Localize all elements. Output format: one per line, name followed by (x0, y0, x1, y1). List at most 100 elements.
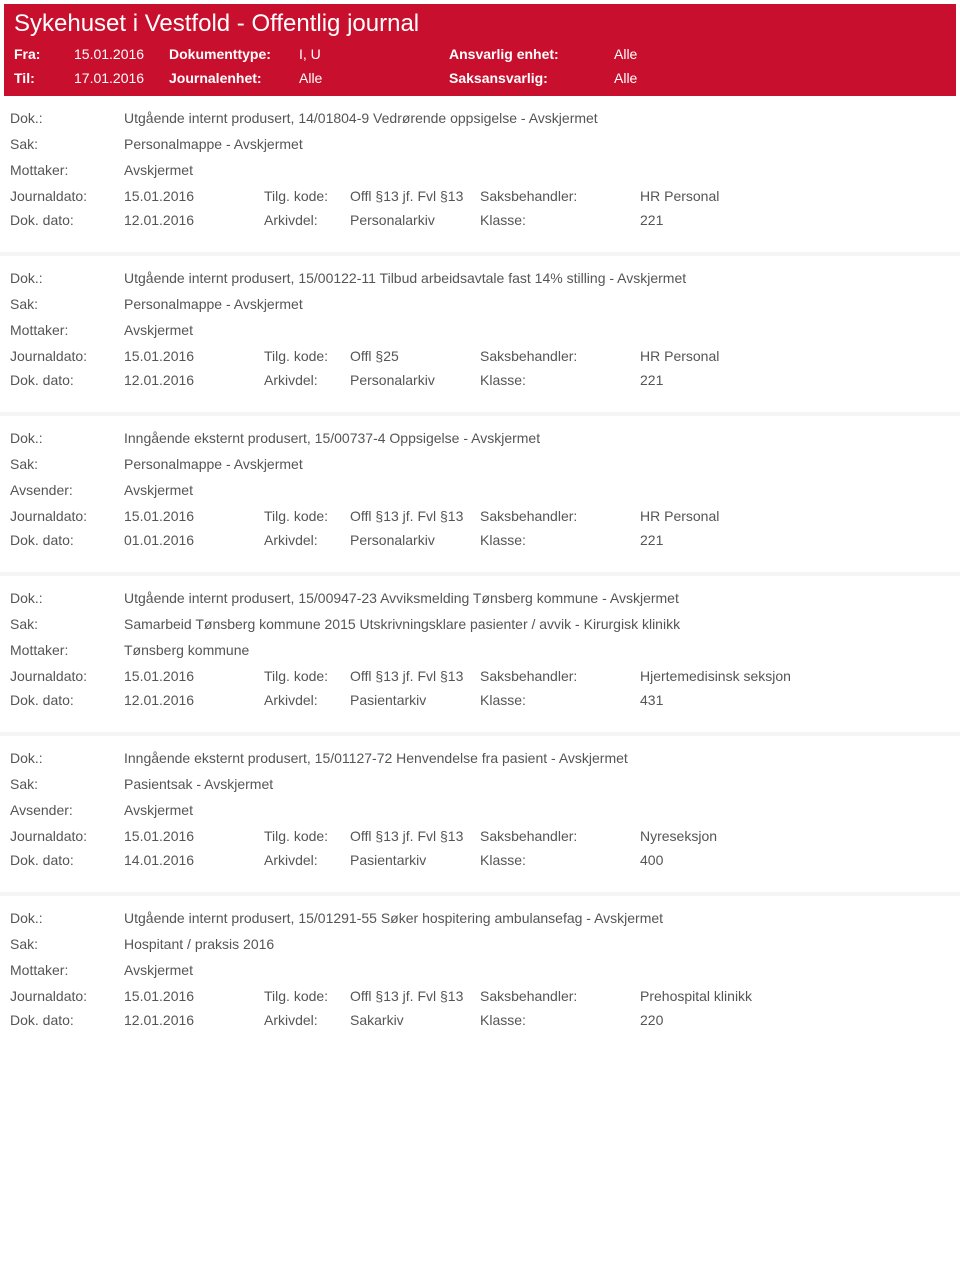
sak-label: Sak: (10, 616, 124, 632)
sak-label: Sak: (10, 776, 124, 792)
klasse-value: 221 (640, 212, 663, 228)
dok-value: Utgående internt produsert, 15/01291-55 … (124, 910, 663, 926)
tilgkode-value: Offl §13 jf. Fvl §13 (350, 188, 480, 204)
tilgkode-label: Tilg. kode: (264, 188, 350, 204)
page: Sykehuset i Vestfold - Offentlig journal… (0, 4, 960, 1052)
party-label: Avsender: (10, 802, 124, 818)
saksbehandler-label: Saksbehandler: (480, 348, 640, 364)
dok-label: Dok.: (10, 750, 124, 766)
tilgkode-value: Offl §13 jf. Fvl §13 (350, 988, 480, 1004)
tilgkode-label: Tilg. kode: (264, 348, 350, 364)
klasse-label: Klasse: (480, 532, 640, 548)
journal-entry: Dok.: Utgående internt produsert, 15/001… (0, 256, 960, 416)
dok-label: Dok.: (10, 270, 124, 286)
saksbehandler-label: Saksbehandler: (480, 668, 640, 684)
journaldato-value: 15.01.2016 (124, 188, 264, 204)
arkivdel-label: Arkivdel: (264, 532, 350, 548)
journaldato-value: 15.01.2016 (124, 828, 264, 844)
til-value: 17.01.2016 (74, 70, 169, 86)
saksbehandler-value: Nyreseksjon (640, 828, 717, 844)
tilgkode-value: Offl §25 (350, 348, 480, 364)
sak-label: Sak: (10, 296, 124, 312)
header-meta: Fra: 15.01.2016 Dokumenttype: I, U Ansva… (14, 46, 946, 86)
journaldato-value: 15.01.2016 (124, 348, 264, 364)
dok-label: Dok.: (10, 110, 124, 126)
doktype-value: I, U (299, 46, 449, 62)
sak-label: Sak: (10, 456, 124, 472)
journaldato-label: Journaldato: (10, 348, 124, 364)
fra-label: Fra: (14, 46, 74, 62)
arkivdel-value: Personalarkiv (350, 532, 480, 548)
dokdato-label: Dok. dato: (10, 532, 124, 548)
party-label: Mottaker: (10, 962, 124, 978)
arkivdel-label: Arkivdel: (264, 692, 350, 708)
saksbehandler-value: Prehospital klinikk (640, 988, 752, 1004)
party-value: Avskjermet (124, 162, 193, 178)
arkivdel-value: Personalarkiv (350, 212, 480, 228)
tilgkode-label: Tilg. kode: (264, 668, 350, 684)
enhet-label: Ansvarlig enhet: (449, 46, 614, 62)
tilgkode-value: Offl §13 jf. Fvl §13 (350, 668, 480, 684)
tilgkode-value: Offl §13 jf. Fvl §13 (350, 508, 480, 524)
klasse-label: Klasse: (480, 692, 640, 708)
fra-value: 15.01.2016 (74, 46, 169, 62)
klasse-label: Klasse: (480, 852, 640, 868)
dok-value: Utgående internt produsert, 14/01804-9 V… (124, 110, 598, 126)
saks-label: Saksansvarlig: (449, 70, 614, 86)
journaldato-label: Journaldato: (10, 508, 124, 524)
dokdato-value: 14.01.2016 (124, 852, 264, 868)
klasse-label: Klasse: (480, 372, 640, 388)
sak-value: Hospitant / praksis 2016 (124, 936, 274, 952)
journalenhet-label: Journalenhet: (169, 70, 299, 86)
dokdato-value: 12.01.2016 (124, 1012, 264, 1028)
journaldato-value: 15.01.2016 (124, 508, 264, 524)
sak-value: Personalmappe - Avskjermet (124, 136, 303, 152)
journaldato-value: 15.01.2016 (124, 668, 264, 684)
saksbehandler-label: Saksbehandler: (480, 188, 640, 204)
party-label: Avsender: (10, 482, 124, 498)
arkivdel-label: Arkivdel: (264, 372, 350, 388)
journal-header: Sykehuset i Vestfold - Offentlig journal… (4, 4, 956, 96)
dok-label: Dok.: (10, 590, 124, 606)
saksbehandler-label: Saksbehandler: (480, 828, 640, 844)
journal-entry: Dok.: Inngående eksternt produsert, 15/0… (0, 736, 960, 896)
saksbehandler-value: HR Personal (640, 188, 719, 204)
klasse-label: Klasse: (480, 1012, 640, 1028)
journal-entry: Dok.: Utgående internt produsert, 15/012… (0, 896, 960, 1052)
klasse-value: 220 (640, 1012, 663, 1028)
party-label: Mottaker: (10, 642, 124, 658)
sak-label: Sak: (10, 936, 124, 952)
dokdato-label: Dok. dato: (10, 372, 124, 388)
party-label: Mottaker: (10, 162, 124, 178)
party-label: Mottaker: (10, 322, 124, 338)
party-value: Avskjermet (124, 962, 193, 978)
sak-value: Pasientsak - Avskjermet (124, 776, 273, 792)
dok-value: Inngående eksternt produsert, 15/01127-7… (124, 750, 628, 766)
dokdato-value: 12.01.2016 (124, 692, 264, 708)
journalenhet-value: Alle (299, 70, 449, 86)
dokdato-value: 01.01.2016 (124, 532, 264, 548)
saksbehandler-value: HR Personal (640, 508, 719, 524)
page-title: Sykehuset i Vestfold - Offentlig journal (14, 10, 946, 38)
til-label: Til: (14, 70, 74, 86)
journaldato-label: Journaldato: (10, 188, 124, 204)
dokdato-label: Dok. dato: (10, 1012, 124, 1028)
dok-label: Dok.: (10, 430, 124, 446)
tilgkode-label: Tilg. kode: (264, 828, 350, 844)
dok-value: Utgående internt produsert, 15/00122-11 … (124, 270, 686, 286)
arkivdel-value: Sakarkiv (350, 1012, 480, 1028)
arkivdel-value: Personalarkiv (350, 372, 480, 388)
dokdato-label: Dok. dato: (10, 212, 124, 228)
journal-entry: Dok.: Utgående internt produsert, 14/018… (0, 96, 960, 256)
saks-value: Alle (614, 70, 694, 86)
saksbehandler-value: Hjertemedisinsk seksjon (640, 668, 791, 684)
tilgkode-label: Tilg. kode: (264, 988, 350, 1004)
sak-label: Sak: (10, 136, 124, 152)
arkivdel-value: Pasientarkiv (350, 852, 480, 868)
dokdato-value: 12.01.2016 (124, 372, 264, 388)
tilgkode-label: Tilg. kode: (264, 508, 350, 524)
arkivdel-label: Arkivdel: (264, 852, 350, 868)
journaldato-value: 15.01.2016 (124, 988, 264, 1004)
dok-value: Utgående internt produsert, 15/00947-23 … (124, 590, 679, 606)
dokdato-label: Dok. dato: (10, 852, 124, 868)
